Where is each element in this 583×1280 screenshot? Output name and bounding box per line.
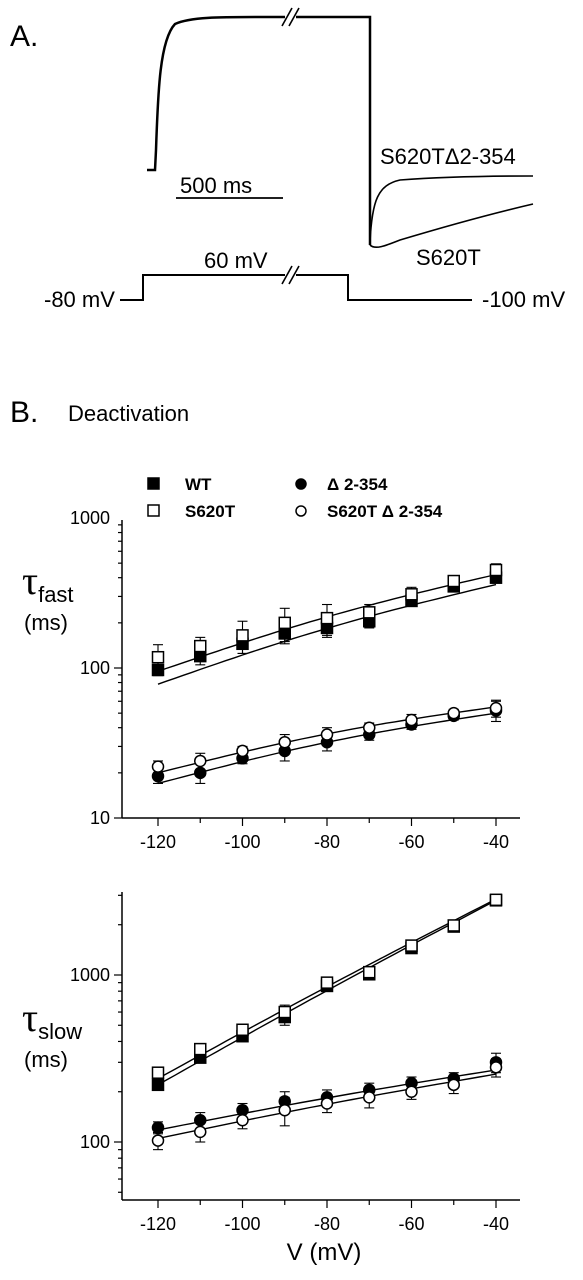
x-tick-label: -40 [483, 1214, 509, 1234]
data-point [236, 1113, 249, 1127]
y-axis-label-subscript: slow [38, 1019, 82, 1044]
legend-item-s620t-delta: S620T Δ 2-354 [295, 502, 443, 521]
data-point [405, 939, 418, 952]
trace-plateau [296, 15, 372, 245]
data-point [278, 1103, 291, 1117]
trace-s620t [369, 203, 534, 248]
data-point [151, 1078, 165, 1092]
data-point [489, 563, 503, 577]
y-axis-label-tau-fast: τfast [22, 558, 74, 607]
legend-marker-open-circle [295, 505, 307, 517]
data-point [151, 1066, 165, 1079]
y-axis-label-tau-slow: τslow [22, 995, 82, 1044]
scale-bar-label: 500 ms [180, 173, 252, 198]
protocol-tail-label: -100 mV [482, 287, 565, 312]
data-point [278, 616, 291, 630]
data-point [363, 965, 376, 979]
legend-label: WT [185, 475, 212, 494]
chart-tau-fast: τfast (ms) 10 100 1000 -120 -100 -80 -60 -40 [22, 508, 520, 852]
legend-item-s620t: S620T [147, 502, 236, 521]
legend-marker-filled-square [147, 477, 160, 490]
trace-activation [147, 15, 285, 172]
y-tick-label: 1000 [70, 965, 110, 985]
legend-label: Δ 2-354 [327, 475, 388, 494]
current-traces [147, 7, 534, 248]
legend: WT Δ 2-354 S620T S620T Δ 2-354 [147, 475, 443, 521]
data-point [363, 606, 376, 619]
y-tick-label: 10 [90, 808, 110, 828]
x-tick-label: -80 [314, 832, 340, 852]
data-point [447, 574, 460, 588]
panel-b-label: B. [10, 396, 38, 429]
data-point [278, 1005, 291, 1019]
x-tick-label: -120 [140, 1214, 176, 1234]
data-point [447, 1078, 460, 1092]
protocol-hold-label: -80 mV [44, 287, 115, 312]
x-tick-label: -40 [483, 832, 509, 852]
panel-b-title: Deactivation [68, 401, 189, 426]
break-marks-current-2 [288, 7, 300, 27]
fit-line [157, 899, 497, 1086]
y-axis-unit: (ms) [24, 610, 68, 635]
y-axis-unit: (ms) [24, 1047, 68, 1072]
chart-tau-slow: τslow (ms) V (mV) 100 1000 -120 -100 -80 -60 -… [22, 892, 520, 1266]
break-marks-current-1 [281, 7, 293, 27]
x-tick-label: -100 [224, 1214, 260, 1234]
y-axis-label-subscript: fast [38, 582, 73, 607]
data-point [405, 588, 418, 601]
data-point [405, 713, 418, 727]
data-point [194, 1042, 207, 1056]
x-tick-label: -60 [398, 1214, 424, 1234]
data-point [320, 1097, 334, 1110]
data-point [489, 1061, 503, 1074]
y-tick-label: 100 [80, 658, 110, 678]
y-axis-label-symbol: τ [22, 995, 38, 1040]
panel-a-label: A. [10, 20, 38, 53]
trace-s620t-delta [369, 175, 534, 243]
legend-marker-filled-circle [295, 478, 307, 490]
y-axis-label-symbol: τ [22, 558, 38, 603]
y-tick-label: 100 [80, 1132, 110, 1152]
protocol-step-label: 60 mV [204, 248, 268, 273]
data-point [194, 1125, 207, 1139]
data-point [447, 706, 460, 720]
data-point [194, 754, 207, 768]
legend-item-delta: Δ 2-354 [295, 475, 388, 494]
trace-label-s620t: S620T [416, 245, 481, 270]
x-axis-label: V (mV) [287, 1239, 362, 1266]
data-point [447, 919, 460, 932]
x-tick-label: -120 [140, 832, 176, 852]
data-point [236, 744, 249, 758]
legend-label: S620T [185, 502, 236, 521]
y-tick-label: 1000 [70, 508, 110, 528]
data-point [363, 1091, 376, 1104]
legend-label: S620T Δ 2-354 [327, 502, 443, 521]
legend-item-wt: WT [147, 475, 212, 494]
data-point [405, 1085, 418, 1098]
data-point [489, 893, 503, 907]
data-point [194, 639, 207, 653]
data-point [320, 976, 334, 989]
x-tick-label: -80 [314, 1214, 340, 1234]
data-point [236, 629, 249, 642]
x-tick-label: -60 [398, 832, 424, 852]
data-point [363, 721, 376, 734]
data-point [236, 1023, 249, 1037]
x-tick-label: -100 [224, 832, 260, 852]
data-point [278, 735, 291, 749]
data-point [151, 1121, 165, 1134]
data-point [489, 701, 503, 715]
trace-label-s620t-delta: S620TΔ2-354 [380, 144, 516, 169]
legend-marker-open-square [147, 504, 160, 517]
data-point [320, 611, 334, 625]
data-point [151, 760, 165, 773]
voltage-protocol [120, 265, 472, 301]
data-point [151, 1134, 165, 1147]
data-point [320, 728, 334, 741]
data-point [151, 650, 165, 664]
